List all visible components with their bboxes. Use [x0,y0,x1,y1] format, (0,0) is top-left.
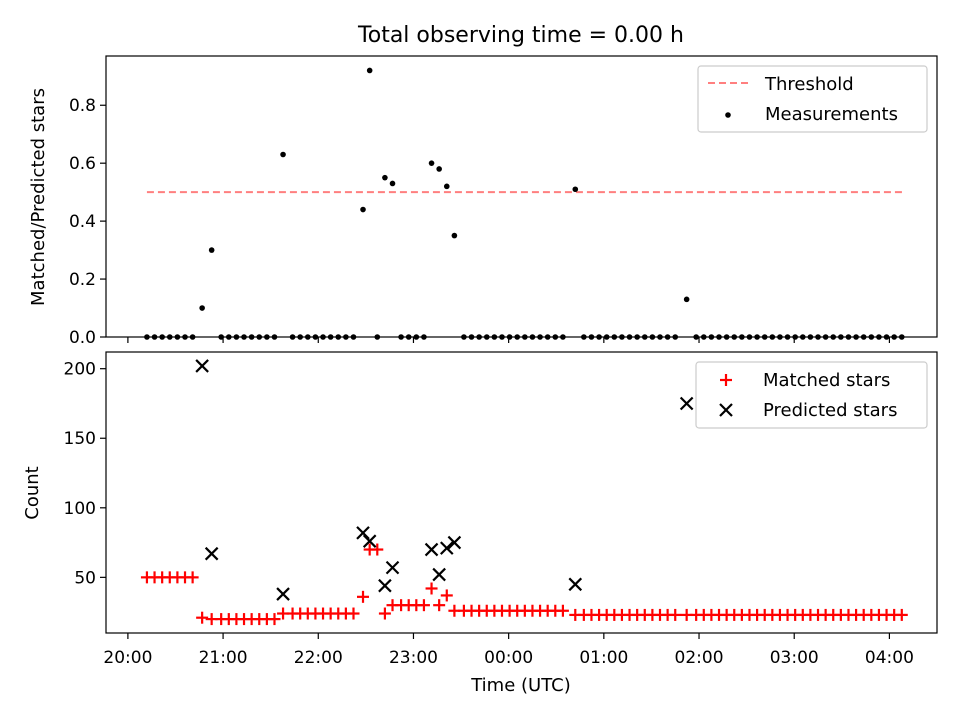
top-y-ticks: 0.0 0.2 0.4 0.6 0.8 [69,96,106,348]
predicted-star-marker [378,578,392,593]
bottom-y-tick-label: 50 [74,568,96,588]
matched-star-marker [669,608,682,621]
bottom-x-tick-label: 02:00 [675,648,724,668]
measurement-point [389,180,396,187]
measurement-point [366,67,373,74]
predicted-star-marker [362,534,377,548]
predicted-star-marker [195,359,209,373]
bottom-x-tick-label: 00:00 [484,648,533,668]
matched-star-marker [186,571,199,584]
top-panel: Total observing time = 0.00 h Matched/Pr… [28,23,938,348]
bottom-x-tick-label: 01:00 [579,648,628,668]
matched-star-marker [378,607,391,620]
matched-star-marker [347,607,360,620]
predicted-star-marker [439,541,454,555]
predicted-star-marker [385,560,400,575]
matched-star-marker [196,611,209,624]
matched-star-marker [433,599,446,612]
bottom-x-tick-label: 23:00 [389,648,438,668]
legend-predicted-label: Predicted stars [763,400,897,421]
bottom-plot-frame [105,351,938,634]
predicted-stars-points [195,359,694,601]
measurement-point [436,166,442,172]
x-axis-label: Time (UTC) [470,675,571,696]
measurement-point [683,296,690,303]
bottom-x-tick-label: 04:00 [865,648,914,668]
predicted-star-marker [679,396,694,411]
predicted-star-marker [568,577,583,592]
matched-star-marker [357,590,370,603]
legend-measurements-swatch [725,112,731,118]
predicted-star-marker [424,542,439,557]
bottom-y-ticks: 50 100 150 200 [64,360,106,588]
predicted-star-marker [356,526,370,540]
matched-star-marker [556,604,569,617]
top-y-tick-label: 0.8 [69,96,96,116]
matched-star-marker [425,582,438,595]
measurement-point [360,206,366,213]
predicted-star-marker [276,587,290,601]
bottom-y-tick-label: 100 [64,499,96,519]
measurement-point [443,183,450,190]
top-y-tick-label: 0.0 [69,328,96,348]
top-x-ticks [127,337,891,343]
matched-star-marker [268,613,281,626]
top-y-tick-label: 0.2 [69,270,96,290]
chart-title: Total observing time = 0.00 h [357,23,684,48]
legend-measurements-label: Measurements [765,104,898,125]
measurement-point [428,160,435,166]
measurement-point [199,305,205,311]
bottom-x-tick-label: 21:00 [199,648,248,668]
bottom-y-tick-label: 200 [64,360,96,380]
matched-star-marker [417,599,430,612]
top-plot-frame [105,55,938,338]
top-y-tick-label: 0.4 [69,212,96,232]
matched-stars-points [140,543,908,626]
measurements-points [144,67,905,340]
top-legend-box [697,65,928,133]
measurement-point [208,247,215,253]
predicted-star-marker [204,546,219,561]
bottom-legend: Matched stars Predicted stars [695,361,928,429]
legend-matched-label: Matched stars [763,370,890,391]
top-legend: Threshold Measurements [697,65,928,133]
predicted-star-marker [447,535,462,550]
matched-star-marker [895,608,908,621]
bottom-x-tick-label: 03:00 [770,648,819,668]
matched-star-marker [371,543,384,556]
measurement-point [451,232,458,239]
top-y-axis-label: Matched/Predicted stars [28,88,49,306]
measurement-point [280,151,286,158]
legend-threshold-label: Threshold [764,74,854,95]
bottom-y-axis-label: Count [22,466,43,519]
predicted-star-marker [432,567,446,582]
bottom-x-tick-label: 22:00 [294,648,343,668]
measurement-point [382,174,388,181]
bottom-x-tick-label: 20:00 [103,648,152,668]
top-y-tick-label: 0.6 [69,154,96,174]
bottom-y-tick-label: 150 [64,429,96,449]
measurement-point [572,186,579,193]
matched-star-marker [440,589,453,602]
bottom-x-ticks: 20:00 21:00 22:00 23:00 00:00 01:00 02:00 03:00… [103,633,914,668]
legend-predicted-swatch [719,403,733,417]
bottom-legend-box [695,361,928,429]
legend-matched-swatch [720,374,732,386]
